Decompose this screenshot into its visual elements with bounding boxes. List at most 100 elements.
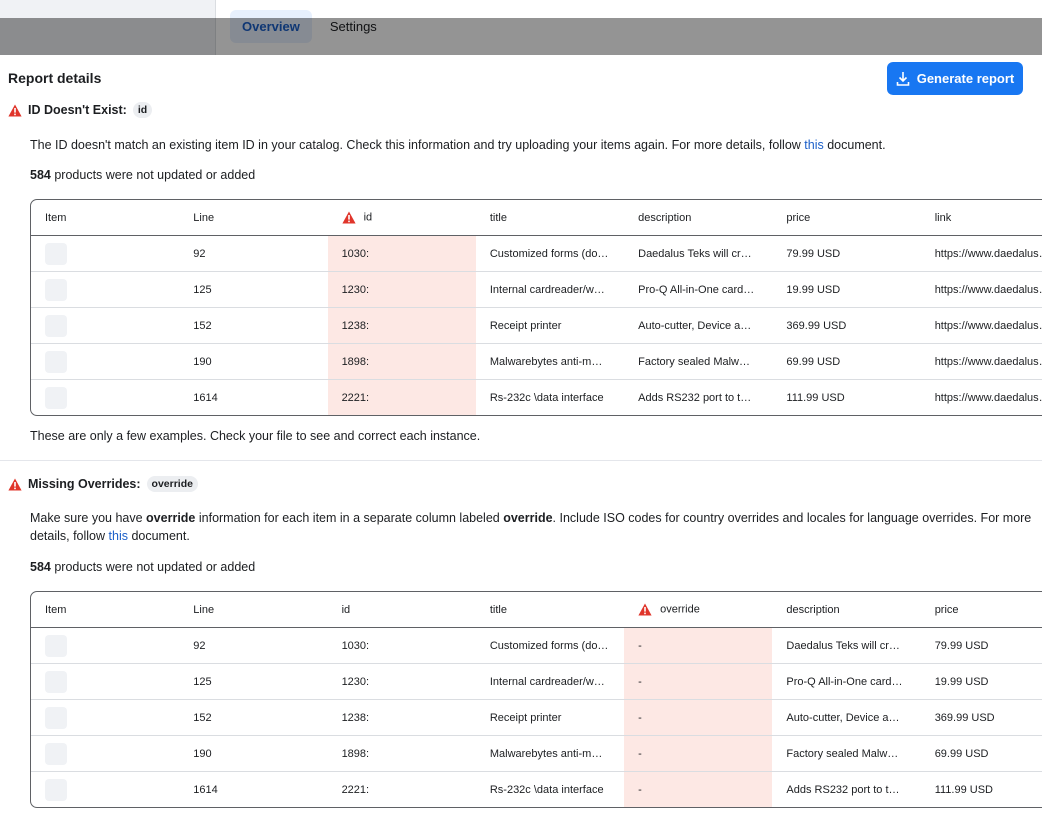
- table-wrap: Item Line id title override description price 9…: [30, 591, 1042, 808]
- table-cell: 69.99 USD: [920, 735, 1042, 771]
- table-cell: https://www.daedalus…: [920, 343, 1042, 379]
- description-text: . Include ISO codes for country override…: [30, 511, 1032, 543]
- item-thumbnail: [45, 706, 67, 729]
- table-wrap: Item Line id title description price link 92 103…: [30, 199, 1042, 416]
- column-header-text: Item: [45, 211, 67, 224]
- table-head: Item Line id title override description price: [31, 592, 1042, 628]
- column-header-text: title: [489, 603, 507, 616]
- count-line: 584 products were not updated or added: [30, 560, 255, 574]
- description-text: document.: [823, 138, 886, 152]
- page-title: Report details: [8, 70, 102, 86]
- doc-link[interactable]: this: [804, 138, 824, 152]
- item-thumbnail: [45, 634, 67, 657]
- footer-note: These are only a few examples. Check you…: [30, 429, 481, 443]
- doc-link[interactable]: this: [108, 529, 128, 543]
- item-thumbnail: [45, 242, 67, 265]
- column-header-text: link: [934, 211, 952, 224]
- item-thumbnail: [45, 278, 67, 301]
- item-thumbnail: [45, 742, 67, 765]
- column-header: Item: [31, 200, 180, 236]
- header-row: Item Line id title override description price: [31, 592, 1042, 628]
- description-text: override: [503, 511, 553, 525]
- table-cell: Daedalus Teks will cr…: [786, 639, 900, 652]
- table-cell: 190: [179, 735, 328, 771]
- table-cell: Malwarebytes anti-m…: [475, 343, 625, 379]
- item-cell: [31, 771, 180, 807]
- table-cell: -: [624, 628, 773, 663]
- table-cell: 2221:: [327, 771, 476, 807]
- header-row: Item Line id title description price link: [31, 200, 1042, 236]
- column-header: description: [772, 592, 921, 628]
- table-cell: 1230:: [327, 663, 476, 699]
- table-cell: Receipt printer: [475, 699, 625, 735]
- item-thumbnail: [45, 670, 67, 693]
- column-header: link: [920, 200, 1042, 236]
- table-cell: -: [624, 735, 773, 771]
- table-cell: -: [624, 663, 773, 699]
- count-line: 584 products were not updated or added: [30, 168, 255, 182]
- description-text: document.: [127, 529, 190, 543]
- table-cell: 1898:: [327, 735, 476, 771]
- table-cell: -: [624, 771, 773, 807]
- download-icon: [896, 71, 910, 86]
- tab[interactable]: Overview: [230, 10, 312, 43]
- item-cell: [31, 663, 180, 699]
- tab[interactable]: Settings: [329, 19, 377, 34]
- item-cell: [31, 628, 179, 663]
- table-cell: Internal cardreader/w…: [475, 271, 625, 307]
- table-cell: Daedalus Teks will cr…: [638, 247, 752, 260]
- results-table: Item Line id title override description price 9…: [30, 591, 1042, 808]
- table-cell: 152: [179, 699, 328, 735]
- table-cell: Customized forms (do…: [489, 639, 609, 652]
- table-cell: https://www.daedalus…: [920, 379, 1042, 415]
- table-cell: Adds RS232 port to t…: [624, 379, 773, 415]
- column-header-text: Line: [193, 603, 215, 616]
- column-header-text: title: [489, 211, 507, 224]
- table-cell: 1238:: [327, 699, 476, 735]
- warning-icon: [8, 104, 22, 116]
- table-cell: Pro-Q All-in-One card…: [624, 271, 773, 307]
- table-cell: -: [624, 699, 773, 735]
- table-row: 152 1238: Receipt printer Auto-cutter, Devi…: [31, 307, 1042, 343]
- table-cell: 1030:: [327, 236, 476, 271]
- column-header: price: [920, 592, 1042, 628]
- count-text: products were not updated or added: [54, 168, 256, 182]
- column-header-text: override: [660, 603, 700, 616]
- table-head: Item Line id title description price link: [31, 200, 1042, 236]
- warning-icon: [8, 478, 22, 490]
- table-body: 92 1030: Customized forms (do… - Daedalus Te…: [31, 628, 1042, 807]
- tag: id: [132, 102, 153, 118]
- description-text: information for each item in a separate …: [195, 511, 504, 525]
- sidebar: [0, 0, 216, 55]
- description: Make sure you have override information …: [30, 509, 1035, 545]
- column-header: description: [624, 200, 773, 236]
- column-header-text: id: [341, 603, 351, 616]
- table-cell: Adds RS232 port to t…: [772, 771, 921, 807]
- generate-report-button[interactable]: Generate report: [887, 62, 1023, 95]
- table-cell: 92: [193, 639, 206, 652]
- table-cell: Auto-cutter, Device a…: [624, 307, 773, 343]
- column-header: Line: [179, 200, 328, 236]
- section-title-text: ID Doesn't Exist:: [28, 103, 127, 117]
- column-header: id: [327, 200, 476, 236]
- column-header: Item: [31, 592, 180, 628]
- table-cell: 111.99 USD: [920, 771, 1042, 807]
- description-text: The ID doesn't match an existing item ID…: [30, 138, 805, 152]
- table-cell: 79.99 USD: [786, 247, 841, 260]
- item-thumbnail: [45, 314, 67, 337]
- table-cell: 125: [179, 271, 328, 307]
- table-cell: Internal cardreader/w…: [475, 663, 625, 699]
- table-cell: Malwarebytes anti-m…: [475, 735, 625, 771]
- table-cell: 369.99 USD: [920, 699, 1042, 735]
- table-cell: 1898:: [327, 343, 476, 379]
- section-title: Missing Overrides: override: [8, 476, 198, 492]
- table-row: 190 1898: Malwarebytes anti-m… - Factory sea…: [31, 735, 1042, 771]
- table-cell: Pro-Q All-in-One card…: [772, 663, 921, 699]
- table-row: 152 1238: Receipt printer - Auto-cutter, Dev…: [31, 699, 1042, 735]
- table-cell: 1238:: [327, 307, 476, 343]
- column-header-text: Line: [193, 211, 215, 224]
- table-cell: 92: [193, 247, 206, 260]
- warning-icon: [638, 603, 652, 616]
- description-text: Make sure you have: [30, 511, 147, 525]
